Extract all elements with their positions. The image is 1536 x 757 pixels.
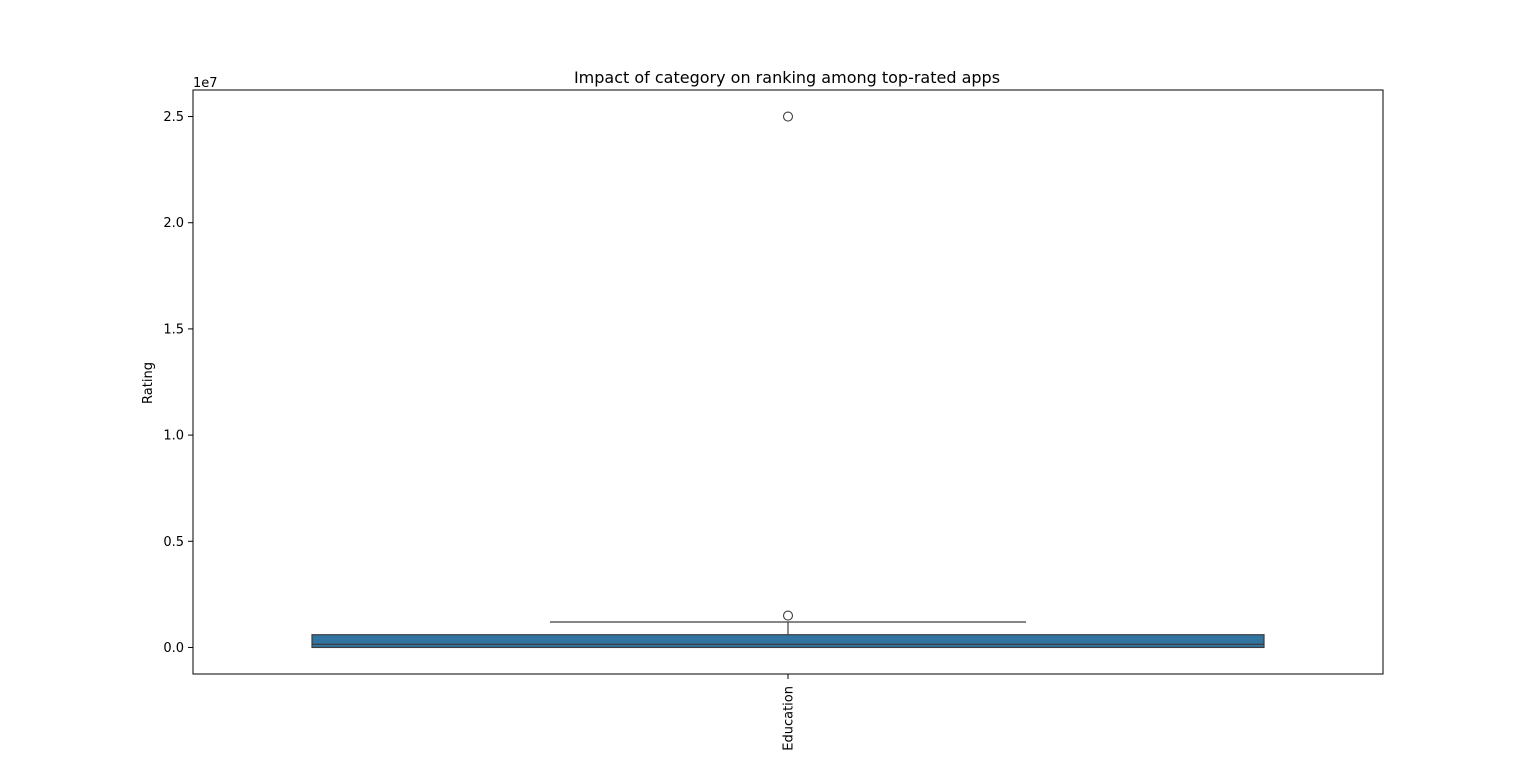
- outlier-point: [782, 111, 794, 122]
- y-tick-label: 2.5: [163, 110, 184, 125]
- y-tick-label: 0.5: [163, 535, 184, 550]
- y-tick-label: 1.5: [163, 322, 184, 337]
- y-tick-label: 0.0: [163, 641, 184, 656]
- box-series: [311, 111, 1265, 649]
- outlier-point: [782, 610, 794, 621]
- y-tick-label: 2.0: [163, 216, 184, 231]
- y-axis-label: Rating: [141, 362, 156, 404]
- plot-area-frame: [192, 89, 1384, 675]
- chart-title: Impact of category on ranking among top-…: [574, 68, 1000, 87]
- y-tick-label: 1.0: [163, 429, 184, 444]
- x-tick-label: Education: [782, 686, 797, 751]
- y-axis-ticks: 0.0 0.5 1.0 1.5 2.0 2.5: [163, 110, 193, 656]
- x-axis-ticks: Education: [782, 674, 797, 751]
- y-offset-text: 1e7: [193, 76, 218, 91]
- box-iqr: [311, 634, 1265, 649]
